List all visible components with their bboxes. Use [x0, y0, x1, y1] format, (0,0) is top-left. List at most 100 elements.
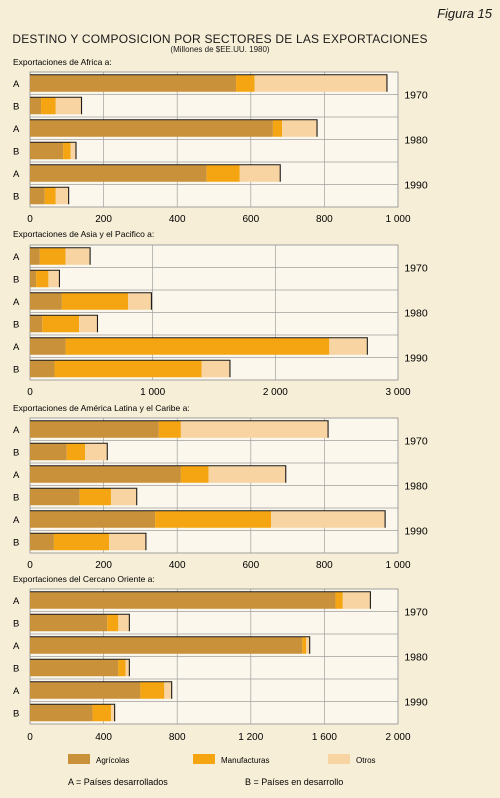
bar-segment [110, 704, 115, 722]
x-tick-label: 200 [95, 214, 112, 225]
bar-segment [30, 420, 159, 438]
x-tick-label: 0 [27, 732, 33, 743]
bar-segment [206, 164, 240, 182]
bar-segment [239, 164, 281, 182]
year-label: 1980 [404, 135, 428, 147]
x-tick-label: 1 000 [385, 214, 410, 225]
x-tick-label: 1 600 [312, 732, 337, 743]
x-tick-label: 3 000 [385, 387, 410, 398]
row-label: A [13, 515, 20, 526]
bar-segment [53, 533, 110, 551]
row-label: A [13, 641, 20, 652]
bar-segment [36, 270, 49, 288]
x-tick-label: 1 000 [385, 560, 410, 571]
bar-segment [110, 488, 137, 506]
bar-segment [140, 681, 165, 699]
bar-outline [30, 359, 231, 378]
row-label: B [13, 708, 19, 719]
x-tick-label: 0 [27, 387, 33, 398]
bar-segment [42, 315, 80, 333]
legend-label: Otros [356, 756, 376, 765]
bar-segment [118, 659, 126, 677]
bar-segment [30, 187, 45, 205]
x-tick-label: 800 [169, 732, 186, 743]
bar-segment [118, 614, 130, 632]
bar-segment [125, 659, 130, 677]
bar-segment [30, 443, 67, 461]
row-label: B [13, 537, 19, 548]
row-label: A [13, 342, 20, 353]
x-tick-label: 200 [95, 560, 112, 571]
row-label: A [13, 252, 20, 263]
bar-segment [92, 704, 111, 722]
x-tick-label: 800 [316, 560, 333, 571]
bar-segment [55, 97, 82, 115]
row-label: B [13, 663, 19, 674]
bar-segment [30, 74, 237, 92]
x-tick-label: 1 200 [238, 732, 263, 743]
bar-outline [30, 164, 281, 182]
bar-segment [61, 292, 129, 310]
legend-label: Manufacturas [221, 756, 269, 765]
bar-segment [329, 337, 368, 355]
bar-segment [48, 270, 60, 288]
bar-segment [236, 74, 255, 92]
bar-outline [30, 141, 77, 160]
row-label: B [13, 101, 19, 112]
year-label: 1990 [404, 697, 428, 709]
legend-note: B = Países en desarrollo [245, 777, 343, 787]
bar-segment [155, 510, 272, 528]
bar-segment [30, 704, 93, 722]
bar-outline [30, 74, 388, 92]
bar-outline [30, 465, 287, 483]
bar-segment [30, 315, 43, 333]
row-label: A [13, 124, 20, 135]
chart-title: DESTINO Y COMPOSICION POR SECTORES DE LA… [12, 32, 428, 46]
bar-outline [30, 613, 130, 632]
year-label: 1990 [404, 353, 428, 365]
bar-outline [30, 532, 147, 551]
year-label: 1970 [404, 436, 428, 448]
bar-segment [158, 420, 181, 438]
bar-segment [79, 488, 111, 506]
row-label: B [13, 492, 19, 503]
bar-segment [30, 488, 80, 506]
year-label: 1990 [404, 526, 428, 538]
bar-segment [66, 443, 86, 461]
bar-outline [30, 96, 83, 115]
year-label: 1970 [404, 90, 428, 102]
bar-segment [180, 420, 329, 438]
bar-segment [107, 614, 119, 632]
bar-segment [85, 443, 108, 461]
x-tick-label: 600 [242, 214, 259, 225]
x-tick-label: 600 [242, 560, 259, 571]
x-tick-label: 800 [316, 214, 333, 225]
bar-outline [30, 119, 318, 137]
bar-segment [30, 164, 207, 182]
row-label: A [13, 169, 20, 180]
bar-segment [180, 465, 209, 483]
row-label: B [13, 364, 19, 375]
x-tick-label: 1 000 [140, 387, 165, 398]
year-label: 1980 [404, 652, 428, 664]
x-tick-label: 2 000 [263, 387, 288, 398]
chart-subtitle: (Millones de $EE.UU. 1980) [170, 45, 270, 54]
bar-outline [30, 442, 108, 461]
row-label: B [13, 274, 19, 285]
x-tick-label: 0 [27, 214, 33, 225]
bar-outline [30, 269, 60, 288]
bar-segment [201, 360, 230, 378]
bar-segment [39, 247, 66, 265]
bar-segment [164, 681, 172, 699]
bar-outline [30, 292, 152, 310]
legend-label: Agrícolas [96, 756, 129, 765]
bar-segment [30, 337, 66, 355]
row-label: A [13, 79, 20, 90]
x-tick-label: 400 [169, 214, 186, 225]
row-label: A [13, 596, 20, 607]
bar-segment [282, 119, 318, 137]
row-label: A [13, 686, 20, 697]
bar-segment [30, 247, 40, 265]
bar-segment [109, 533, 146, 551]
bar-segment [30, 533, 54, 551]
